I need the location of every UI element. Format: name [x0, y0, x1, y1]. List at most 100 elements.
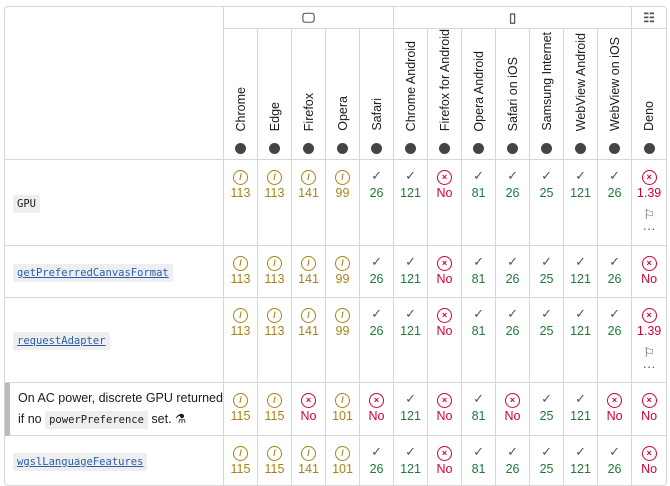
support-cell[interactable]: × No	[428, 436, 463, 486]
version: 121	[400, 462, 421, 477]
support-cell[interactable]: /115	[258, 436, 292, 486]
support-cell[interactable]: /141	[292, 160, 326, 247]
support-cell[interactable]: ✓ 26	[598, 160, 633, 247]
no-support-icon: ×	[641, 170, 657, 186]
support-cell[interactable]: ✓ 81	[462, 436, 497, 486]
support-cell[interactable]: /141	[292, 298, 326, 384]
support-cell[interactable]: ✓ 81	[462, 246, 497, 299]
support-cell[interactable]: ✓ 25	[530, 160, 565, 247]
check-icon: ✓	[541, 254, 552, 270]
browser-name: Deno	[642, 101, 657, 132]
check-icon: ✓	[405, 391, 416, 407]
support-cell[interactable]: × No	[632, 383, 667, 437]
support-cell[interactable]: × No	[428, 160, 463, 247]
support-cell[interactable]: ✓ 26	[360, 436, 395, 486]
support-cell[interactable]: ✓ 25	[530, 298, 565, 384]
check-icon: ✓	[507, 168, 518, 184]
support-cell[interactable]: ✓ 81	[462, 383, 497, 437]
browser-logo-icon	[303, 143, 314, 155]
browser-header: Opera	[326, 29, 360, 161]
support-cell[interactable]: ✓ 25	[530, 246, 565, 299]
support-cell[interactable]: /115	[224, 383, 258, 437]
support-cell[interactable]: /113	[224, 160, 258, 247]
support-cell[interactable]: × No	[598, 383, 633, 437]
browser-logo-icon	[643, 143, 655, 155]
support-cell[interactable]: /113	[224, 298, 258, 384]
support-cell[interactable]: /113	[258, 160, 292, 247]
support-cell[interactable]: ✓ 121	[394, 246, 429, 299]
support-cell[interactable]: /141	[292, 436, 326, 486]
check-icon: ✓	[405, 444, 416, 460]
browser-header: Deno	[632, 29, 667, 161]
support-cell[interactable]: ✓ 121	[564, 246, 599, 299]
support-cell[interactable]: /101	[326, 383, 360, 437]
platform-desktop-icon: 🖵	[224, 7, 395, 29]
support-cell[interactable]: /115	[258, 383, 292, 437]
feature-link[interactable]: requestAdapter	[13, 332, 110, 351]
no-support-icon: ×	[505, 393, 521, 409]
support-cell[interactable]: /113	[258, 246, 292, 299]
support-cell[interactable]: ✓ 121	[564, 160, 599, 247]
feature-name: getPreferredCanvasFormat	[5, 246, 224, 299]
version: No	[436, 409, 453, 424]
browser-name: Samsung Internet	[539, 32, 554, 132]
support-cell[interactable]: ✓ 26	[496, 436, 531, 486]
more-icon[interactable]: ···	[642, 359, 656, 375]
support-cell[interactable]: /99	[326, 160, 360, 247]
support-cell[interactable]: ✓ 26	[598, 436, 633, 486]
feature-link[interactable]: getPreferredCanvasFormat	[13, 263, 173, 282]
partial-support-icon: /	[233, 170, 248, 186]
support-cell[interactable]: × No	[428, 246, 463, 299]
support-cell[interactable]: × No	[428, 298, 463, 384]
support-cell[interactable]: × No	[496, 383, 531, 437]
support-cell[interactable]: ✓ 121	[564, 298, 599, 384]
check-icon: ✓	[405, 254, 416, 270]
version: 25	[539, 462, 554, 477]
support-cell[interactable]: /101	[326, 436, 360, 486]
more-icon[interactable]: ···	[642, 221, 656, 237]
version: No	[300, 409, 317, 424]
support-cell[interactable]: /113	[258, 298, 292, 384]
feature-name: wgslLanguageFeatures	[5, 436, 224, 486]
support-cell[interactable]: × No	[292, 383, 326, 437]
support-cell[interactable]: /113	[224, 246, 258, 299]
support-cell[interactable]: /115	[224, 436, 258, 486]
browser-logo-icon	[439, 143, 451, 155]
browser-name: Opera	[335, 96, 350, 132]
support-cell[interactable]: ✓ 81	[462, 298, 497, 384]
support-cell[interactable]: ✓ 121	[394, 436, 429, 486]
support-cell[interactable]: /141	[292, 246, 326, 299]
support-cell[interactable]: ✓ 26	[360, 246, 395, 299]
feature-link[interactable]: wgslLanguageFeatures	[13, 452, 148, 471]
support-cell[interactable]: × 1.39 ⚐ ···	[632, 298, 667, 384]
support-cell[interactable]: × 1.39 ⚐ ···	[632, 160, 667, 247]
support-cell[interactable]: /99	[326, 246, 360, 299]
support-cell[interactable]: ✓ 121	[394, 298, 429, 384]
support-cell[interactable]: /99	[326, 298, 360, 384]
support-cell[interactable]: × No	[632, 436, 666, 485]
support-cell[interactable]: ✓ 26	[598, 246, 633, 299]
support-cell[interactable]: ✓ 26	[360, 298, 395, 384]
check-icon: ✓	[473, 306, 484, 322]
support-cell[interactable]: ✓ 25	[530, 436, 565, 486]
version: 115	[230, 462, 251, 477]
support-cell[interactable]: ✓ 26	[360, 160, 395, 247]
support-cell[interactable]: ✓ 26	[598, 298, 633, 384]
support-cell[interactable]: ✓ 121	[394, 160, 429, 247]
support-cell[interactable]: ✓ 81	[462, 160, 497, 247]
support-cell[interactable]: ✓ 121	[564, 436, 599, 486]
browser-logo-icon	[405, 143, 417, 155]
version: 113	[230, 324, 251, 339]
no-support-icon: ×	[369, 393, 385, 409]
check-icon: ✓	[507, 444, 518, 460]
support-cell[interactable]: ✓ 121	[394, 383, 429, 437]
support-cell[interactable]: ✓ 25	[530, 383, 565, 437]
support-cell[interactable]: ✓ 26	[496, 298, 531, 384]
support-cell[interactable]: ✓ 121	[564, 383, 599, 437]
support-cell[interactable]: × No	[632, 246, 667, 299]
support-cell[interactable]: × No	[360, 383, 395, 437]
support-cell[interactable]: × No	[428, 383, 463, 437]
support-cell[interactable]: ✓ 26	[496, 246, 531, 299]
support-cell[interactable]: ✓ 26	[496, 160, 531, 247]
browser-logo-icon	[269, 143, 280, 155]
